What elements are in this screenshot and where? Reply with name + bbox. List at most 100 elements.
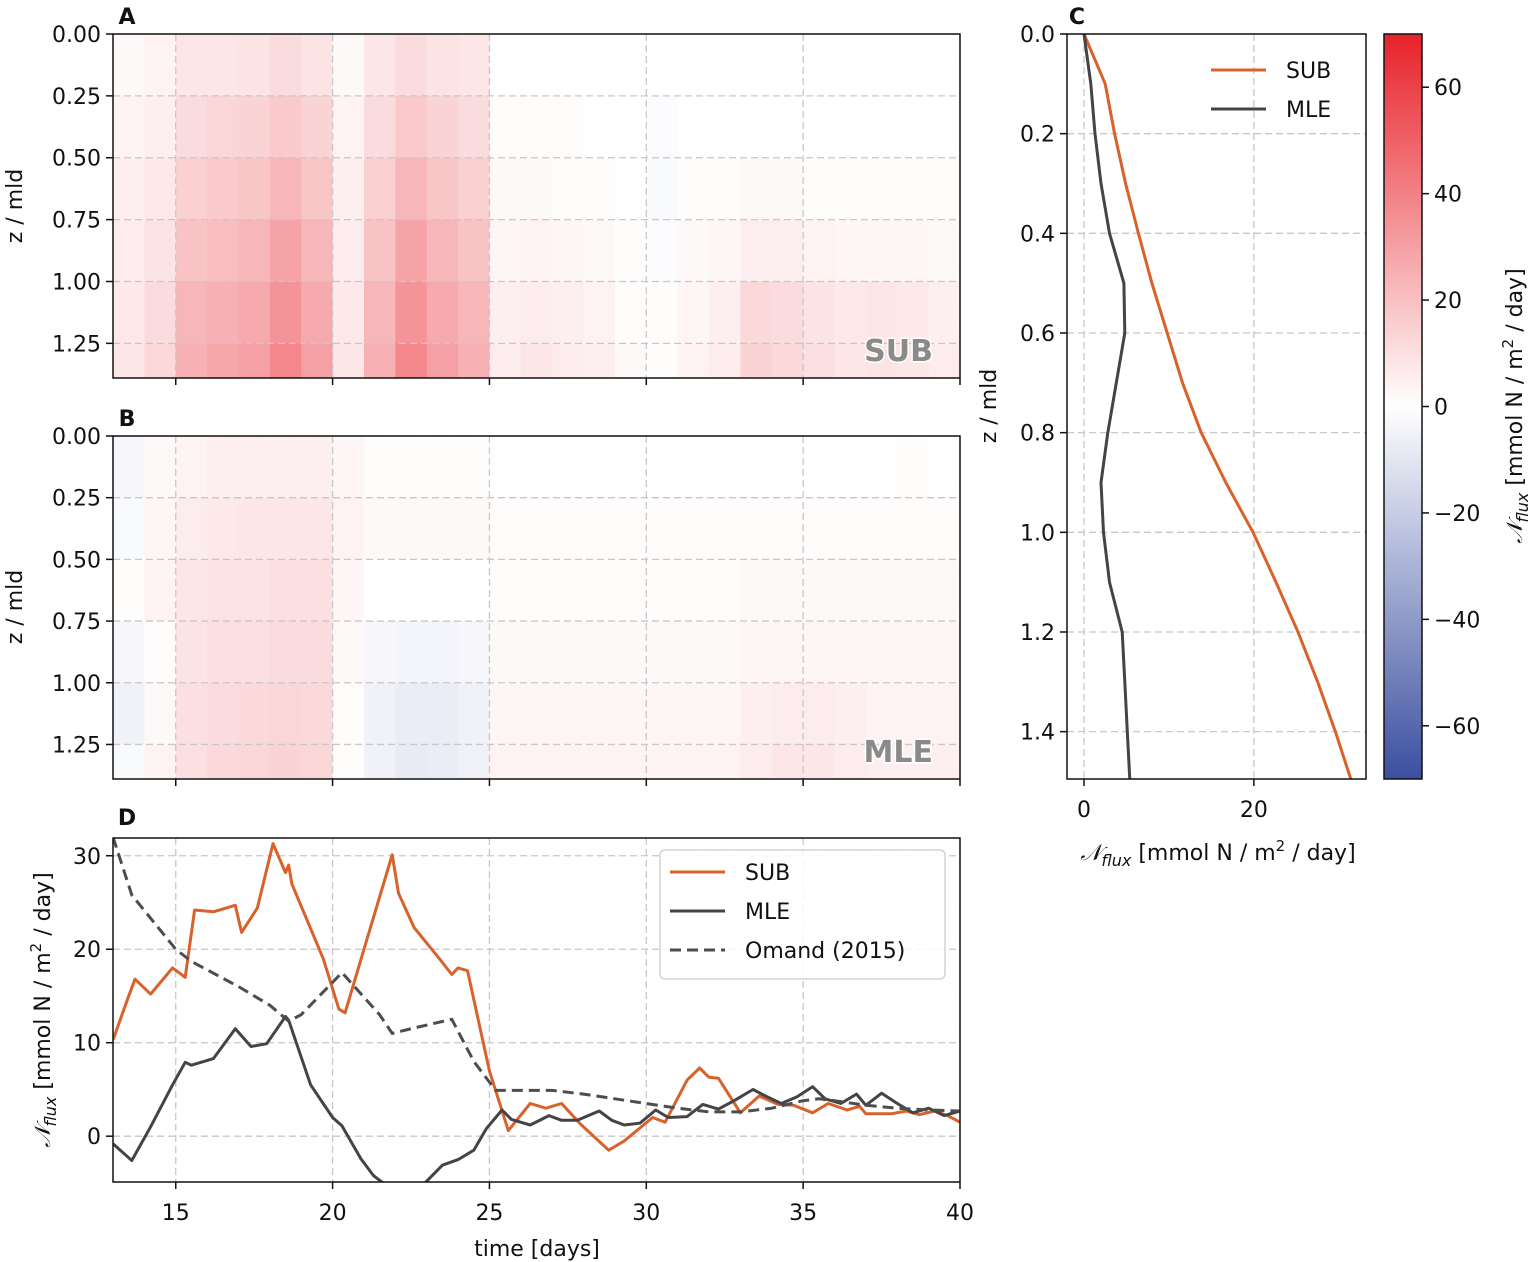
heatmap-cell: [897, 343, 930, 378]
heatmap-cell: [144, 343, 177, 378]
heatmap-cell: [238, 559, 271, 622]
heatmap-cell: [771, 219, 804, 282]
heatmap-cell: [332, 682, 365, 745]
series-line: [113, 838, 960, 1114]
heatmap-cell: [897, 95, 930, 159]
heatmap-cell: [677, 621, 710, 684]
heatmap-cell: [238, 34, 271, 97]
heatmap-cell: [207, 343, 239, 378]
heatmap-cell: [458, 343, 490, 378]
heatmap-cell: [865, 95, 898, 159]
heatmap-cell: [677, 436, 710, 499]
heatmap-cell: [709, 34, 741, 97]
heatmap-cell: [709, 219, 741, 282]
heatmap-cell: [803, 559, 836, 622]
heatmap-cell: [332, 744, 365, 779]
heatmap-cell: [709, 744, 741, 779]
heatmap-cell: [301, 157, 334, 221]
heatmap-cell: [552, 95, 585, 159]
heatmap-cell: [583, 436, 616, 499]
heatmap-cell: [332, 219, 365, 282]
panel-letter: C: [1069, 5, 1085, 30]
heatmap-cell: [740, 744, 773, 779]
y-tick-label: 0.6: [1020, 322, 1055, 347]
heatmap-cell: [614, 682, 647, 745]
heatmap-cell: [113, 436, 145, 499]
heatmap-cell: [269, 343, 302, 378]
heatmap-cell: [897, 219, 930, 282]
heatmap-cell: [740, 559, 773, 622]
x-tick-label: 15: [162, 1201, 190, 1226]
colorbar-tick-label: −40: [1434, 608, 1480, 633]
heatmap-cell: [144, 436, 177, 499]
heatmap-cell: [897, 436, 930, 499]
heatmap-cell: [771, 436, 804, 499]
heatmap-cell: [803, 95, 836, 159]
heatmap-cell: [865, 157, 898, 221]
heatmap-cell: [113, 682, 145, 745]
heatmap-cell: [740, 682, 773, 745]
heatmap-cell: [426, 343, 459, 378]
heatmap-cell: [771, 682, 804, 745]
heatmap-cell: [363, 157, 396, 221]
y-tick-label: 1.0: [1020, 521, 1055, 546]
heatmap-cell: [175, 219, 208, 282]
heatmap-cell: [113, 497, 145, 560]
heatmap-cell: [489, 157, 522, 221]
heatmap-cell: [363, 436, 396, 499]
heatmap-cell: [489, 281, 522, 344]
heatmap-cell: [552, 219, 585, 282]
heatmap-cell: [144, 281, 177, 344]
heatmap-cell: [238, 281, 271, 344]
heatmap-cell: [426, 34, 459, 97]
heatmap-cell: [395, 95, 428, 159]
heatmap-cell: [332, 95, 365, 159]
heatmap-cell: [207, 219, 239, 282]
heatmap-cell: [332, 621, 365, 684]
heatmap-cell: [301, 744, 334, 779]
heatmap-cell: [269, 157, 302, 221]
heatmap-cell: [489, 744, 522, 779]
heatmap-cell: [614, 744, 647, 779]
heatmap-cell: [363, 682, 396, 745]
heatmap-cell: [740, 157, 773, 221]
heatmap-cell: [928, 281, 960, 344]
heatmap-cell: [614, 436, 647, 499]
heatmap-cell: [458, 34, 490, 97]
heatmap-cell: [207, 682, 239, 745]
heatmap-cell: [646, 559, 679, 622]
heatmap-cell: [646, 682, 679, 745]
heatmap-cell: [583, 343, 616, 378]
series-line: [1082, 34, 1353, 779]
heatmap-cell: [677, 343, 710, 378]
heatmap-cell: [897, 682, 930, 745]
heatmap-cell: [395, 744, 428, 779]
heatmap-cell: [458, 744, 490, 779]
heatmap-cell: [740, 497, 773, 560]
heatmap-cell: [928, 34, 960, 97]
heatmap-cell: [740, 343, 773, 378]
colorbar-tick-label: −60: [1434, 715, 1480, 740]
panel-letter: B: [119, 407, 136, 432]
colorbar-tick-label: 60: [1434, 76, 1462, 101]
heatmap-cell: [677, 682, 710, 745]
heatmap-cell: [834, 744, 867, 779]
heatmap-cell: [897, 157, 930, 221]
heatmap-cell: [489, 559, 522, 622]
axes-frame: [112, 33, 961, 379]
legend-frame: [659, 849, 946, 980]
heatmap-cell: [301, 281, 334, 344]
label-superscript: 2: [1276, 837, 1286, 855]
heatmap-cell: [583, 219, 616, 282]
heatmap-cell: [834, 682, 867, 745]
heatmap-cell: [709, 497, 741, 560]
heatmap-cell: [426, 744, 459, 779]
heatmap-cell: [614, 34, 647, 97]
heatmap-cell: [113, 34, 145, 97]
heatmap-cell: [332, 157, 365, 221]
heatmap-cell: [175, 559, 208, 622]
heatmap-cell: [458, 95, 490, 159]
heatmap-cell: [269, 436, 302, 499]
colorbar-tick-label: 40: [1434, 183, 1462, 208]
heatmap-cell: [897, 34, 930, 97]
